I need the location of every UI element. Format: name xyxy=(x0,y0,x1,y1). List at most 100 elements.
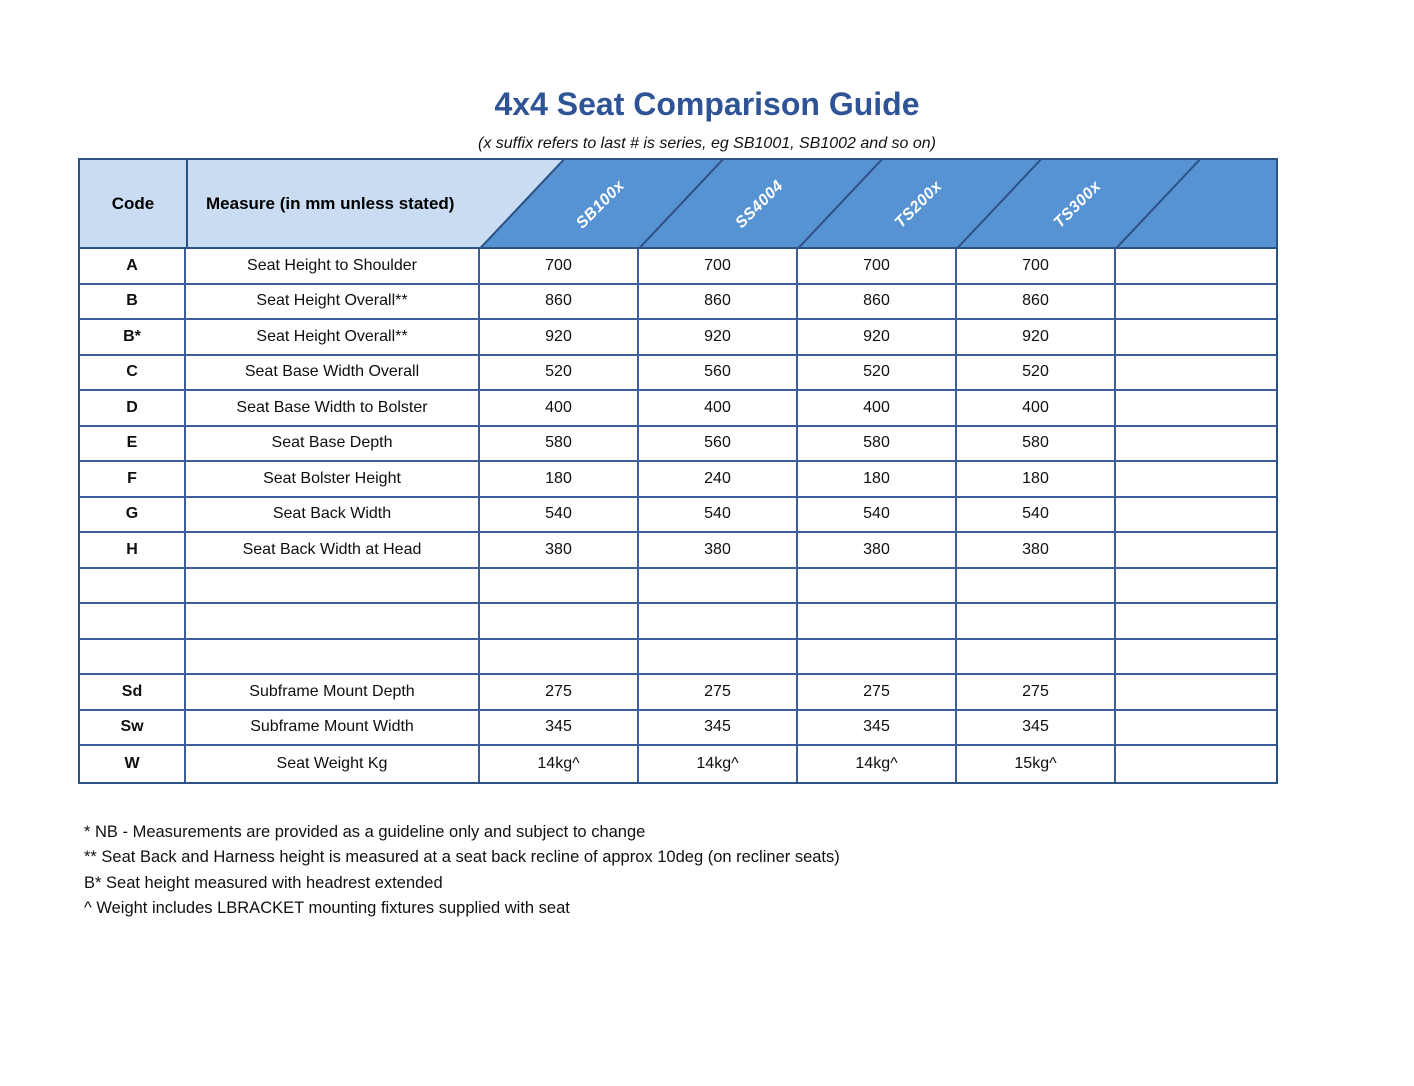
cell-value: 920 xyxy=(639,320,798,354)
cell-value: 275 xyxy=(639,675,798,709)
cell-value: 180 xyxy=(798,462,957,496)
footnote-recline: ** Seat Back and Harness height is measu… xyxy=(84,848,840,866)
cell-code: F xyxy=(80,462,186,496)
cell-value xyxy=(1116,675,1276,709)
cell-value xyxy=(798,604,957,638)
cell-value: 345 xyxy=(798,710,957,744)
footnote-headrest: B* Seat height measured with headrest ex… xyxy=(84,873,443,892)
cell-value: 345 xyxy=(639,710,798,744)
cell-measure: Seat Bolster Height xyxy=(186,462,480,496)
cell-measure: Seat Height to Shoulder xyxy=(186,249,480,283)
cell-value: 860 xyxy=(639,284,798,318)
header-divider xyxy=(186,160,188,247)
table-row: Sd Subframe Mount Depth 275 275 275 275 xyxy=(80,675,1276,711)
cell-value: 700 xyxy=(639,249,798,283)
cell-measure: Seat Back Width xyxy=(186,497,480,531)
cell-measure: Seat Back Width at Head xyxy=(186,533,480,567)
cell-value xyxy=(1116,498,1276,532)
cell-measure xyxy=(186,568,480,602)
cell-value xyxy=(639,568,798,602)
cell-value xyxy=(1116,604,1276,638)
cell-value: 345 xyxy=(480,710,639,744)
cell-value: 345 xyxy=(957,710,1116,744)
footnotes: * NB - Measurements are provided as a gu… xyxy=(84,820,1414,922)
table-row: Sw Subframe Mount Width 345 345 345 345 xyxy=(80,710,1276,746)
cell-code: G xyxy=(80,497,186,531)
cell-value: 400 xyxy=(639,391,798,425)
cell-value xyxy=(1116,320,1276,354)
cell-value: 400 xyxy=(480,391,639,425)
cell-value xyxy=(798,639,957,673)
cell-value: 700 xyxy=(480,249,639,283)
cell-code: Sd xyxy=(80,675,186,709)
cell-code xyxy=(80,568,186,602)
cell-value xyxy=(1116,462,1276,496)
table-row: W Seat Weight Kg 14kg^ 14kg^ 14kg^ 15kg^ xyxy=(80,746,1276,782)
cell-value: 700 xyxy=(957,249,1116,283)
table-row: B* Seat Height Overall** 920 920 920 920 xyxy=(80,320,1276,356)
cell-code: B* xyxy=(80,320,186,354)
cell-value xyxy=(639,639,798,673)
cell-code xyxy=(80,639,186,673)
header-measure: Measure (in mm unless stated) xyxy=(206,193,455,213)
cell-value: 380 xyxy=(480,533,639,567)
cell-code xyxy=(80,604,186,638)
cell-value xyxy=(480,604,639,638)
cell-value: 540 xyxy=(639,497,798,531)
cell-measure xyxy=(186,604,480,638)
cell-measure: Seat Weight Kg xyxy=(186,746,480,782)
cell-value: 860 xyxy=(957,284,1116,318)
cell-value: 520 xyxy=(480,355,639,389)
cell-value: 275 xyxy=(480,675,639,709)
cell-value: 275 xyxy=(957,675,1116,709)
cell-value: 520 xyxy=(798,355,957,389)
cell-value: 400 xyxy=(957,391,1116,425)
cell-measure: Seat Base Width Overall xyxy=(186,355,480,389)
cell-value xyxy=(1116,427,1276,461)
table-row: D Seat Base Width to Bolster 400 400 400 400 xyxy=(80,391,1276,427)
cell-value: 14kg^ xyxy=(480,746,639,782)
cell-value xyxy=(957,604,1116,638)
cell-value: 400 xyxy=(798,391,957,425)
cell-value: 700 xyxy=(798,249,957,283)
cell-value: 520 xyxy=(957,355,1116,389)
header-products-band xyxy=(480,160,1276,247)
cell-value: 920 xyxy=(798,320,957,354)
cell-value xyxy=(1116,249,1276,283)
cell-code: Sw xyxy=(80,710,186,744)
cell-value: 180 xyxy=(480,462,639,496)
table-row: C Seat Base Width Overall 520 560 520 520 xyxy=(80,355,1276,391)
page: 4x4 Seat Comparison Guide (x suffix refe… xyxy=(0,86,1414,922)
cell-value: 380 xyxy=(639,533,798,567)
cell-value xyxy=(639,604,798,638)
cell-measure: Subframe Mount Depth xyxy=(186,675,480,709)
table-body: A Seat Height to Shoulder 700 700 700 700 B Sea… xyxy=(80,249,1276,782)
table-header-row: Code Measure (in mm unless stated) SB100… xyxy=(80,160,1276,249)
cell-code: A xyxy=(80,249,186,283)
cell-value: 560 xyxy=(639,426,798,460)
cell-value: 14kg^ xyxy=(639,746,798,782)
page-subtitle: (x suffix refers to last # is series, eg… xyxy=(477,135,936,152)
cell-value xyxy=(957,639,1116,673)
comparison-table: Code Measure (in mm unless stated) SB100… xyxy=(78,158,1278,784)
cell-value xyxy=(1116,640,1276,674)
cell-value: 15kg^ xyxy=(957,746,1116,782)
cell-code: H xyxy=(80,533,186,567)
cell-value xyxy=(480,639,639,673)
cell-value: 540 xyxy=(798,497,957,531)
table-row xyxy=(80,604,1276,640)
cell-value xyxy=(480,568,639,602)
table-row: H Seat Back Width at Head 380 380 380 380 xyxy=(80,533,1276,569)
cell-value xyxy=(1116,711,1276,745)
cell-value: 14kg^ xyxy=(798,746,957,782)
header-code: Code xyxy=(111,193,155,213)
cell-code: C xyxy=(80,355,186,389)
cell-code: E xyxy=(80,426,186,460)
cell-measure: Seat Height Overall** xyxy=(186,320,480,354)
table-row: B Seat Height Overall** 860 860 860 860 xyxy=(80,284,1276,320)
cell-value: 540 xyxy=(480,497,639,531)
cell-measure: Seat Base Depth xyxy=(186,426,480,460)
cell-measure: Seat Base Width to Bolster xyxy=(186,391,480,425)
table-row: F Seat Bolster Height 180 240 180 180 xyxy=(80,462,1276,498)
cell-value xyxy=(957,568,1116,602)
